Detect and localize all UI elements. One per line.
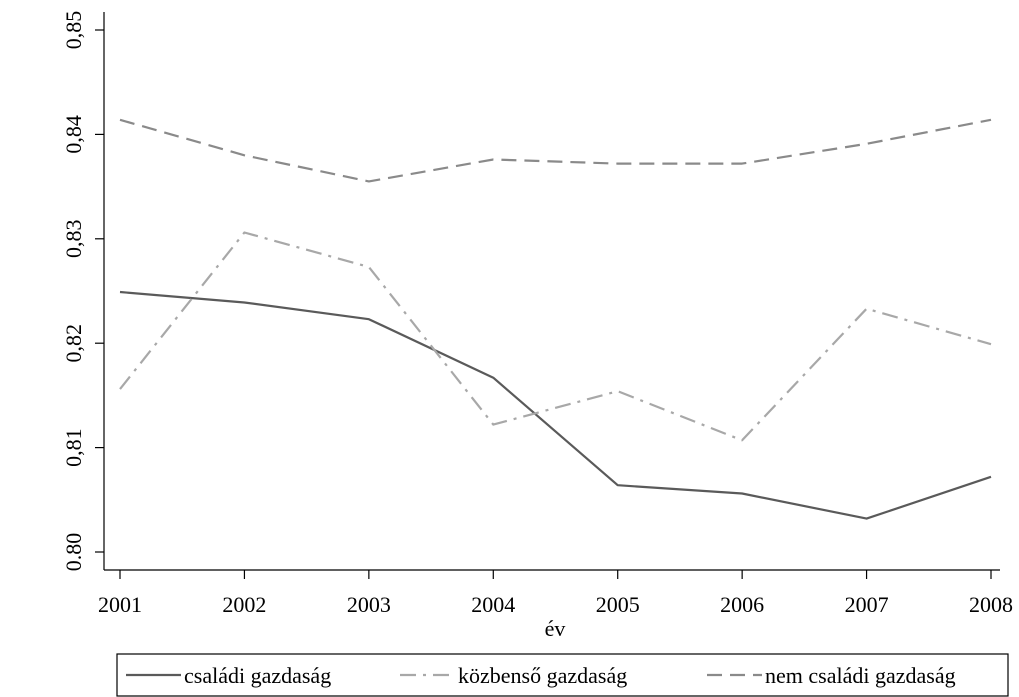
y-tick-label: 0,84 [61, 115, 86, 154]
x-axis-ticks: 2001 2002 2003 2004 2005 2006 2007 2008 [98, 570, 1013, 617]
y-tick-label: 0,81 [61, 428, 86, 467]
legend-box [116, 653, 1009, 697]
series-layer [119, 118, 992, 520]
series-line-1 [119, 290, 992, 520]
x-tick-label: 2008 [969, 592, 1013, 617]
y-tick-label: 0,83 [61, 220, 86, 258]
legend-label-3: nem családi gazdaság [765, 663, 956, 688]
x-tick-label: 2007 [845, 592, 889, 617]
series-line-2 [119, 231, 992, 442]
x-tick-label: 2004 [471, 592, 515, 617]
y-tick-label: 0,85 [61, 11, 86, 50]
x-tick-label: 2001 [98, 592, 142, 617]
x-tick-label: 2003 [347, 592, 391, 617]
legend-label-2: közbenső gazdaság [458, 663, 627, 688]
y-tick-label: 0,82 [61, 324, 86, 363]
y-tick-label: 0.80 [61, 533, 86, 572]
x-tick-label: 2005 [596, 592, 640, 617]
x-axis-title: év [545, 616, 566, 641]
x-tick-label: 2006 [720, 592, 764, 617]
x-tick-label: 2002 [222, 592, 266, 617]
y-axis-ticks: 0.80 0,81 0,82 0,83 0,84 0,85 [61, 11, 104, 572]
legend-label-1: családi gazdaság [184, 663, 331, 688]
legend: családi gazdaság közbenső gazdaság nem csa… [126, 663, 956, 688]
series-line-3 [119, 118, 992, 183]
